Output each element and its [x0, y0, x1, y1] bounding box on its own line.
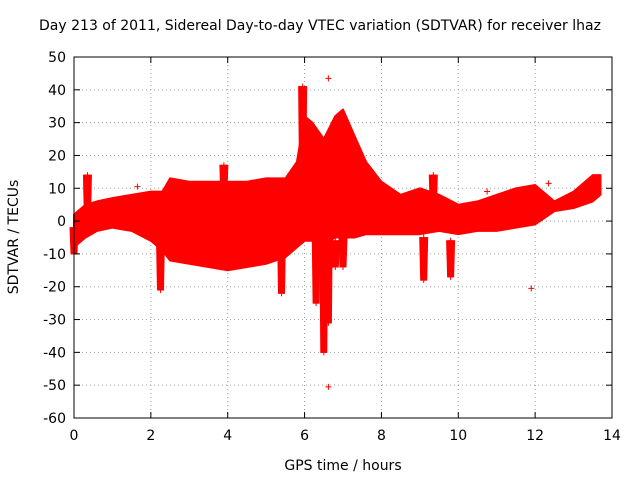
data-spike	[298, 86, 308, 189]
y-tick-label: -60	[43, 411, 66, 427]
plot-frame	[73, 56, 613, 419]
outlier-point	[325, 383, 332, 390]
data-point-marker	[332, 237, 339, 244]
data-point-marker	[332, 264, 339, 271]
outlier-point	[134, 183, 141, 190]
y-tick-label: -10	[43, 247, 66, 263]
data-point-marker	[430, 211, 437, 218]
data-spike	[419, 237, 429, 281]
x-tick-label: 12	[526, 428, 544, 444]
y-tick-label: -40	[43, 345, 66, 361]
data-point-marker	[313, 300, 320, 307]
data-point-marker	[340, 264, 346, 271]
y-tick-label: -50	[43, 378, 66, 394]
outlier-point	[484, 188, 491, 195]
y-tick-label: 20	[48, 148, 66, 164]
x-tick-label: 6	[300, 428, 309, 444]
data-point-marker	[313, 224, 320, 231]
data-point-marker	[340, 234, 346, 241]
axis-ticks: 0 2 4 6 8 10 12 14 -60 -50 -40 -30 -20 -10 0 10 20 30 40 50	[43, 50, 621, 444]
data-point-marker	[299, 83, 306, 90]
data-spike	[446, 240, 456, 278]
y-tick-label: 40	[48, 83, 66, 99]
outlier-point	[325, 75, 332, 82]
data-spike	[82, 174, 92, 222]
data-point-marker	[84, 218, 91, 225]
y-tick-label: -20	[43, 280, 66, 296]
data-point-marker	[157, 287, 164, 294]
data-point-marker	[447, 237, 454, 244]
data-point-marker	[420, 234, 427, 241]
x-tick-label: 4	[223, 428, 232, 444]
x-tick-label: 0	[70, 428, 79, 444]
data-point-marker	[430, 172, 437, 179]
data-spike	[277, 230, 287, 294]
data-point-marker	[320, 349, 327, 356]
x-tick-label: 2	[146, 428, 155, 444]
outlier-point	[545, 180, 552, 187]
data-point-marker	[325, 319, 332, 326]
data-point-marker	[278, 290, 285, 297]
data-point-marker	[220, 162, 227, 169]
data-band	[73, 108, 602, 272]
y-tick-label: -30	[43, 313, 66, 329]
y-tick-label: 50	[48, 50, 66, 66]
data-point-marker	[420, 277, 427, 284]
data-point-marker	[84, 172, 91, 179]
data-point-marker	[447, 273, 454, 280]
data-point-marker	[278, 227, 285, 234]
data-spike	[338, 237, 348, 268]
y-tick-label: 10	[48, 181, 66, 197]
data-spike	[219, 164, 229, 196]
data-marks	[69, 75, 602, 390]
x-tick-label: 14	[603, 428, 621, 444]
data-point-marker	[299, 185, 306, 192]
chart-title: Day 213 of 2011, Sidereal Day-to-day VTE…	[39, 18, 601, 34]
data-spike	[155, 237, 165, 291]
data-point-marker	[325, 211, 332, 218]
data-point-marker	[157, 234, 164, 241]
data-point-marker	[220, 191, 227, 198]
x-tick-label: 8	[377, 428, 386, 444]
y-axis-label: SDTVAR / TECUs	[6, 180, 22, 295]
y-tick-label: 0	[57, 214, 66, 230]
data-spike	[330, 240, 340, 268]
x-axis-label: GPS time / hours	[284, 458, 401, 474]
data-spike	[311, 227, 321, 304]
data-spike	[428, 174, 438, 216]
x-tick-label: 10	[449, 428, 467, 444]
y-tick-label: 30	[48, 116, 66, 132]
data-spike	[323, 214, 333, 324]
outlier-point	[528, 285, 535, 292]
